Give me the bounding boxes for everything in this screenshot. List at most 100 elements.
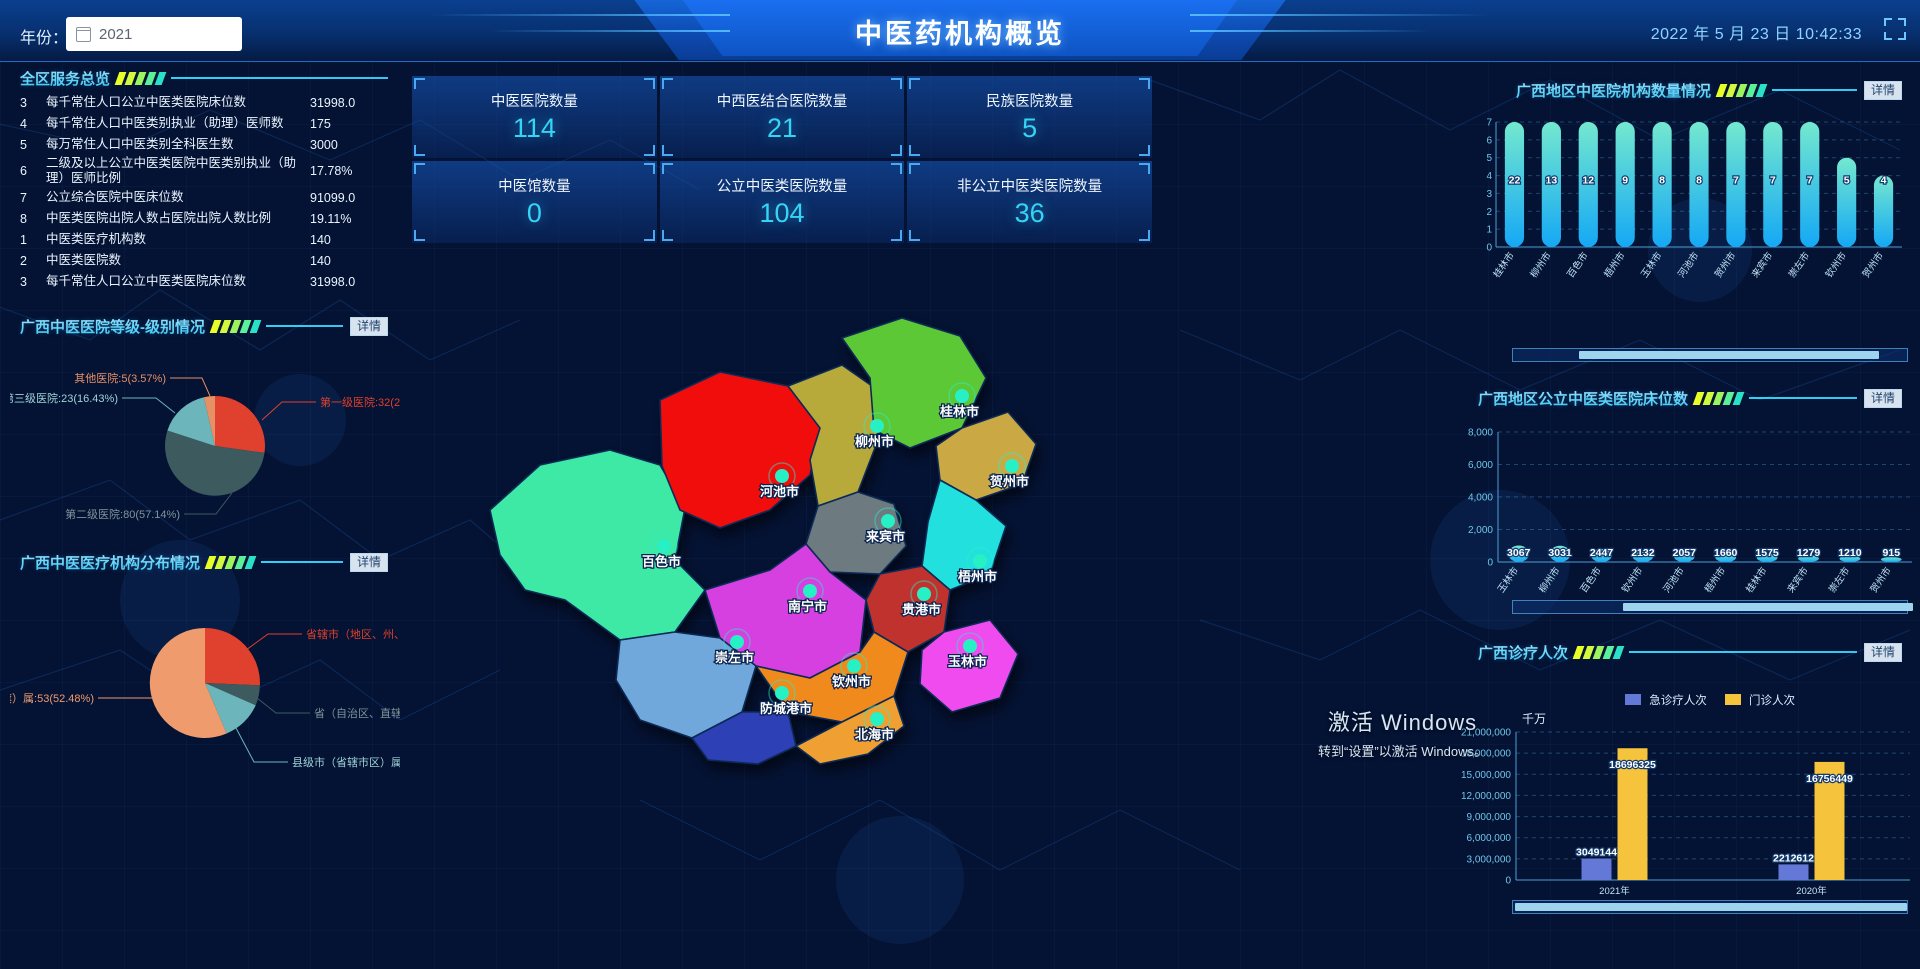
svg-text:贺州市: 贺州市 [1712,249,1738,280]
svg-text:玉林市: 玉林市 [1495,564,1521,595]
kpi-card-integrated-hospitals[interactable]: 中西医结合医院数量 21 [659,76,905,158]
pie-grade-detail-button[interactable]: 详情 [349,316,388,336]
guangxi-map[interactable]: 桂林市 柳州市 河池市 百色市 贺州市 来宾市 梧州市 贵港市 南宁市 玉林市 崇左市 钦州市 防城港市… [470,260,1110,780]
legend-item-outpatient[interactable]: 门诊人次 [1724,692,1795,708]
map-city-label: 防城港市 [760,701,812,716]
row-value: 140 [310,253,331,268]
dashboard-header: 中医药机构概览 年份： 2021 2022 年 5 月 23 日 10:42:3… [0,0,1920,68]
row-name: 每千常住人口公立中医类医院床位数 [46,274,247,288]
pie-grade-title: 广西中医医院等级-级别情况 [20,316,205,337]
title-rule [261,561,343,563]
svg-text:2020年: 2020年 [1796,885,1827,897]
kpi-label: 中西医结合医院数量 [716,94,848,110]
pie-slices [165,395,265,496]
svg-text:21,000,000: 21,000,000 [1461,728,1511,739]
svg-text:其他医院:5(3.57%): 其他医院:5(3.57%) [74,371,166,385]
svg-text:县（旗）属:53(52.48%): 县（旗）属:53(52.48%) [10,691,94,705]
svg-text:1: 1 [1486,225,1492,236]
bar-org-scrollbar[interactable] [1512,348,1908,362]
legend-item-emergency[interactable]: 急诊疗人次 [1625,692,1707,708]
map-city-label: 北海市 [855,727,894,742]
svg-text:0: 0 [1486,243,1492,254]
svg-text:第二级医院:80(57.14%): 第二级医院:80(57.14%) [65,507,180,521]
svg-text:1575: 1575 [1755,547,1779,559]
row-value: 91099.0 [310,190,356,205]
fullscreen-icon[interactable] [1884,18,1906,40]
row-value: 140 [310,232,331,247]
table-row: 3 每千常住人口公立中医类医院床位数 31998.0 [20,92,388,113]
legend-label: 门诊人次 [1748,695,1795,707]
kpi-label: 中医馆数量 [498,179,571,195]
bar-bed-chart: 0 2,000 4,000 6,000 8,000 3067 玉林市 3031 柳州市 2447 百… [1450,418,1920,618]
svg-text:2212612: 2212612 [1773,852,1814,864]
map-regions[interactable] [489,317,1037,765]
visits-legend: 急诊疗人次 门诊人次 [1560,692,1860,708]
bar-bed-detail-button[interactable]: 详情 [1863,388,1902,408]
kpi-card-tcm-hospitals[interactable]: 中医医院数量 114 [412,76,657,158]
bar-org-chart: 0 1 2 3 4 5 6 7 22 桂林市 13 柳州市 12 百色市 9 梧州市 8 玉林市 8 河池市 7 贺州市 7… [1470,110,1910,295]
svg-text:钦州市: 钦州市 [1823,249,1849,280]
svg-text:12,000,000: 12,000,000 [1461,791,1511,802]
page-title: 中医药机构概览 [855,19,1065,49]
svg-text:3031: 3031 [1548,547,1572,559]
kpi-card-public-tcm-hospitals[interactable]: 公立中医类医院数量 104 [659,161,905,243]
svg-text:12: 12 [1582,175,1594,187]
bar-bed-scrollbar[interactable] [1512,600,1913,614]
svg-text:8,000: 8,000 [1468,428,1493,439]
pie-dist-detail-button[interactable]: 详情 [349,552,388,572]
slash-decor-icon [1692,391,1745,405]
kpi-value: 104 [759,198,805,228]
overview-title: 全区服务总览 [20,68,110,89]
overview-section-header: 全区服务总览 [20,68,388,88]
svg-text:3049144: 3049144 [1576,847,1617,859]
row-name: 中医类医疗机构数 [46,232,147,246]
svg-text:省辖市（地区、州、直辖市）属: 省辖市（地区、州、直辖市）属 [306,627,400,641]
svg-text:玉林市: 玉林市 [1638,249,1664,280]
svg-text:来宾市: 来宾市 [1749,249,1775,280]
table-row: 3 每千常住人口公立中医类医院床位数 31998.0 [20,271,388,292]
kpi-cards: 中医医院数量 114 中西医结合医院数量 21 民族医院数量 5 中医馆数量 0… [412,76,1153,243]
year-select-input[interactable]: 2021 [66,17,242,51]
svg-text:百色市: 百色市 [1578,564,1604,595]
kpi-card-ethnic-hospitals[interactable]: 民族医院数量 5 [907,76,1153,158]
svg-text:5: 5 [1486,153,1492,164]
pie-dist-section-header: 广西中医医疗机构分布情况 详情 [20,552,388,572]
svg-text:3: 3 [1486,189,1492,200]
kpi-value: 36 [1014,198,1045,228]
kpi-value: 114 [512,113,556,143]
year-select-value: 2021 [99,25,133,43]
bar-org-detail-button[interactable]: 详情 [1863,80,1902,100]
row-value: 19.11% [310,211,352,226]
svg-text:915: 915 [1883,547,1901,559]
datetime-display: 2022 年 5 月 23 日 10:42:33 [1650,26,1862,43]
svg-text:贺州市: 贺州市 [1868,564,1894,595]
row-index: 3 [20,274,27,289]
kpi-card-nonpublic-tcm-hospitals[interactable]: 非公立中医类医院数量 36 [907,161,1153,243]
map-city-label: 来宾市 [865,529,905,544]
svg-text:河池市: 河池市 [1675,249,1701,280]
overview-table: 3 每千常住人口公立中医类医院床位数 31998.0 4 每千常住人口中医类别执… [20,92,388,292]
svg-text:7: 7 [1770,175,1776,187]
map-city-label: 贺州市 [989,474,1029,489]
svg-text:第一级医院:32(22.86%): 第一级医院:32(22.86%) [320,395,400,409]
svg-text:7: 7 [1486,118,1492,129]
svg-text:13: 13 [1546,175,1558,187]
visits-detail-button[interactable]: 详情 [1863,642,1902,662]
table-row: 1 中医类医疗机构数 140 [20,229,388,250]
svg-text:崇左市: 崇左市 [1786,249,1812,280]
svg-text:县级市（省辖市区）属:16(15: 县级市（省辖市区）属:16(15 [292,755,400,769]
svg-text:9: 9 [1622,175,1628,187]
legend-label: 急诊疗人次 [1649,695,1707,707]
svg-text:0: 0 [1487,558,1493,569]
svg-text:河池市: 河池市 [1661,564,1687,595]
map-city-label: 南宁市 [788,599,827,614]
visits-scrollbar[interactable] [1512,900,1908,914]
svg-text:6: 6 [1486,135,1492,146]
kpi-card-tcm-clinics[interactable]: 中医馆数量 0 [412,161,657,243]
slash-decor-icon [209,319,262,333]
kpi-label: 中医医院数量 [490,94,578,110]
bar-org-section-header: 广西地区中医院机构数量情况 详情 [1516,80,1902,100]
title-rule [171,77,388,79]
year-filter-label: 年份： [20,30,69,47]
svg-text:2447: 2447 [1590,547,1614,559]
